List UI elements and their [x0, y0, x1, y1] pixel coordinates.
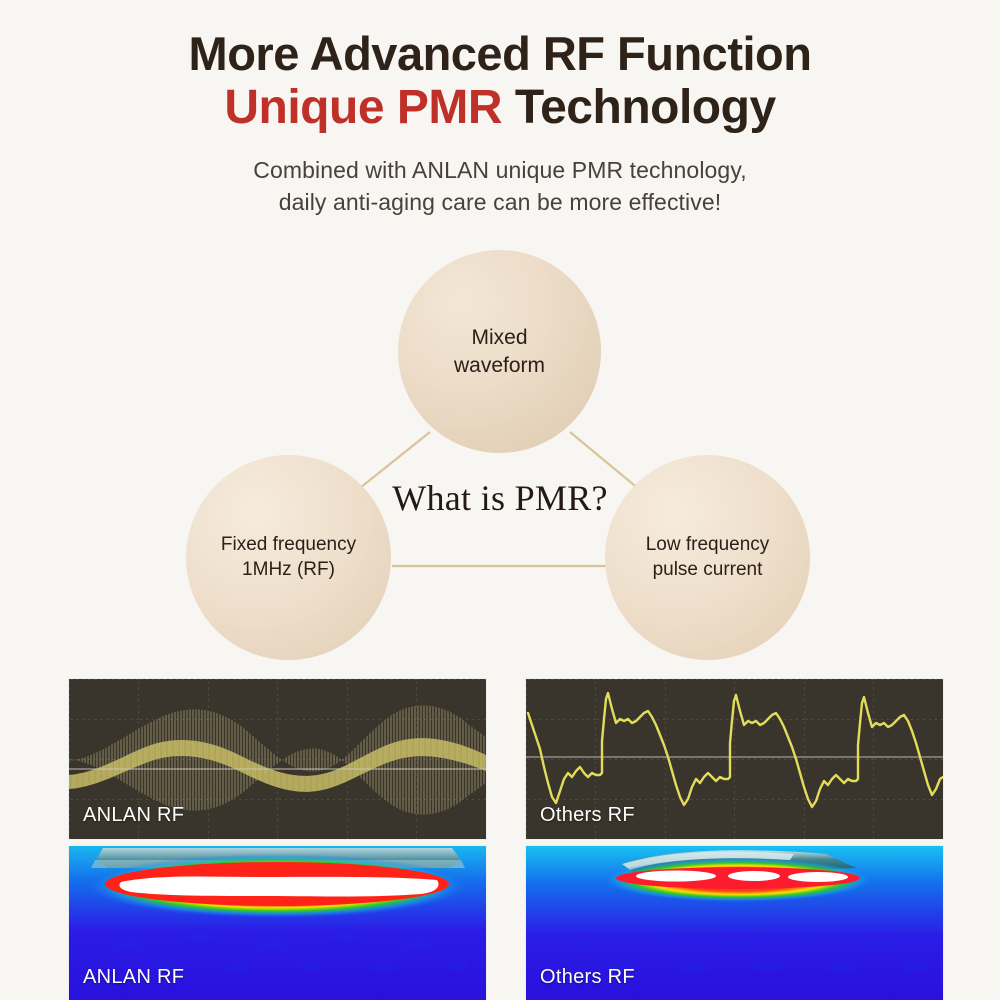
subtitle-line-1: Combined with ANLAN unique PMR technolog…	[253, 157, 747, 183]
node-low-frequency-line1: Low frequency	[645, 533, 770, 555]
node-mixed-waveform[interactable]: Mixed waveform	[398, 250, 601, 453]
thermal-panel-anlan: ANLAN RF	[68, 845, 487, 1000]
node-fixed-frequency-line2: 1MHz (RF)	[242, 558, 335, 580]
page-title-line-1: More Advanced RF Function	[188, 27, 812, 80]
node-mixed-waveform-line2: waveform	[453, 353, 546, 377]
header-block: More Advanced RF Function Unique PMR Tec…	[0, 28, 1000, 218]
thermal-anlan-label: ANLAN RF	[83, 966, 185, 988]
diagram-center-question: What is PMR?	[392, 478, 608, 518]
page-title-rest: Technology	[502, 81, 776, 134]
node-low-frequency-line2: pulse current	[652, 558, 763, 580]
scope-panel-anlan: ANLAN RF	[68, 678, 487, 840]
node-fixed-frequency[interactable]: Fixed frequency 1MHz (RF)	[186, 455, 391, 660]
thermal-others-texture	[570, 933, 927, 973]
thermal-panel-others: Others RF	[525, 845, 944, 1000]
thermal-others-device-highlight	[622, 851, 794, 870]
node-fixed-frequency-line1: Fixed frequency	[220, 533, 357, 555]
thermal-others-graphic	[526, 846, 943, 1000]
thermal-anlan-hotzone	[87, 854, 467, 918]
scope-panel-others: Others RF	[525, 678, 944, 840]
scope-anlan-graphic	[69, 679, 486, 839]
thermal-anlan-texture	[115, 933, 469, 973]
scope-others-label: Others RF	[540, 804, 635, 826]
thermal-others-label: Others RF	[540, 966, 635, 988]
page-title-line-2: Unique PMR Technology	[0, 82, 1000, 134]
node-low-frequency[interactable]: Low frequency pulse current	[605, 455, 810, 660]
scope-anlan-label: ANLAN RF	[83, 804, 185, 826]
scope-others-trace	[526, 691, 943, 809]
node-mixed-waveform-line1: Mixed	[471, 326, 528, 350]
subtitle-line-2: daily anti-aging care can be more effect…	[278, 189, 722, 215]
scope-others-graphic	[526, 679, 943, 839]
thermal-others-hotzone	[602, 858, 874, 902]
subtitle-block: Combined with ANLAN unique PMR technolog…	[0, 154, 1000, 218]
thermal-anlan-graphic	[69, 846, 486, 1000]
page-title-accent: Unique PMR	[224, 81, 503, 134]
